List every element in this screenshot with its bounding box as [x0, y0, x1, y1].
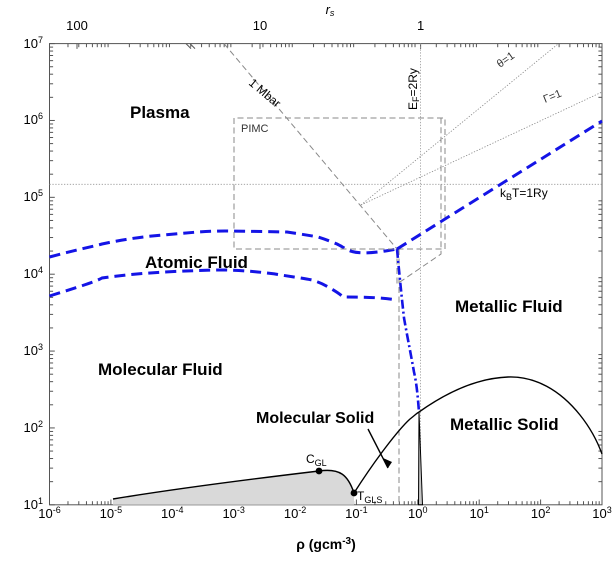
- svg-text:Γ=1: Γ=1: [542, 88, 564, 106]
- svg-text:10-6: 10-6: [38, 505, 60, 521]
- svg-text:Metallic Solid: Metallic Solid: [450, 415, 559, 434]
- svg-text:100: 100: [408, 505, 427, 521]
- svg-text:1: 1: [417, 18, 424, 33]
- svg-text:10-3: 10-3: [222, 505, 244, 521]
- svg-text:EF=2Ry: EF=2Ry: [406, 68, 421, 110]
- svg-text:103: 103: [592, 505, 611, 521]
- svg-text:θ=1: θ=1: [495, 50, 517, 71]
- svg-text:104: 104: [24, 265, 43, 281]
- svg-text:Atomic Fluid: Atomic Fluid: [145, 253, 248, 272]
- svg-text:10: 10: [253, 18, 267, 33]
- svg-text:kBT=1Ry: kBT=1Ry: [500, 186, 548, 202]
- svg-text:1 Mbar: 1 Mbar: [246, 76, 284, 111]
- svg-text:ρ (gcm-3): ρ (gcm-3): [296, 536, 356, 552]
- svg-text:103: 103: [24, 342, 43, 358]
- svg-text:100: 100: [66, 18, 88, 33]
- svg-text:106: 106: [24, 111, 43, 127]
- svg-text:102: 102: [531, 505, 550, 521]
- svg-text:105: 105: [24, 188, 43, 204]
- svg-text:Molecular Solid: Molecular Solid: [256, 410, 374, 427]
- svg-text:10-5: 10-5: [100, 505, 122, 521]
- svg-text:10-1: 10-1: [345, 505, 367, 521]
- svg-text:101: 101: [469, 505, 488, 521]
- svg-text:10-2: 10-2: [284, 505, 306, 521]
- svg-text:PIMC: PIMC: [241, 123, 269, 135]
- svg-text:Plasma: Plasma: [130, 103, 190, 122]
- svg-text:TGLS: TGLS: [357, 489, 382, 505]
- svg-text:102: 102: [24, 419, 43, 435]
- svg-text:107: 107: [24, 35, 43, 51]
- svg-text:Metallic Fluid: Metallic Fluid: [455, 297, 563, 316]
- svg-text:rs: rs: [326, 2, 335, 18]
- svg-text:CGL: CGL: [306, 452, 327, 468]
- svg-text:10-4: 10-4: [161, 505, 183, 521]
- svg-text:Molecular Fluid: Molecular Fluid: [98, 360, 223, 379]
